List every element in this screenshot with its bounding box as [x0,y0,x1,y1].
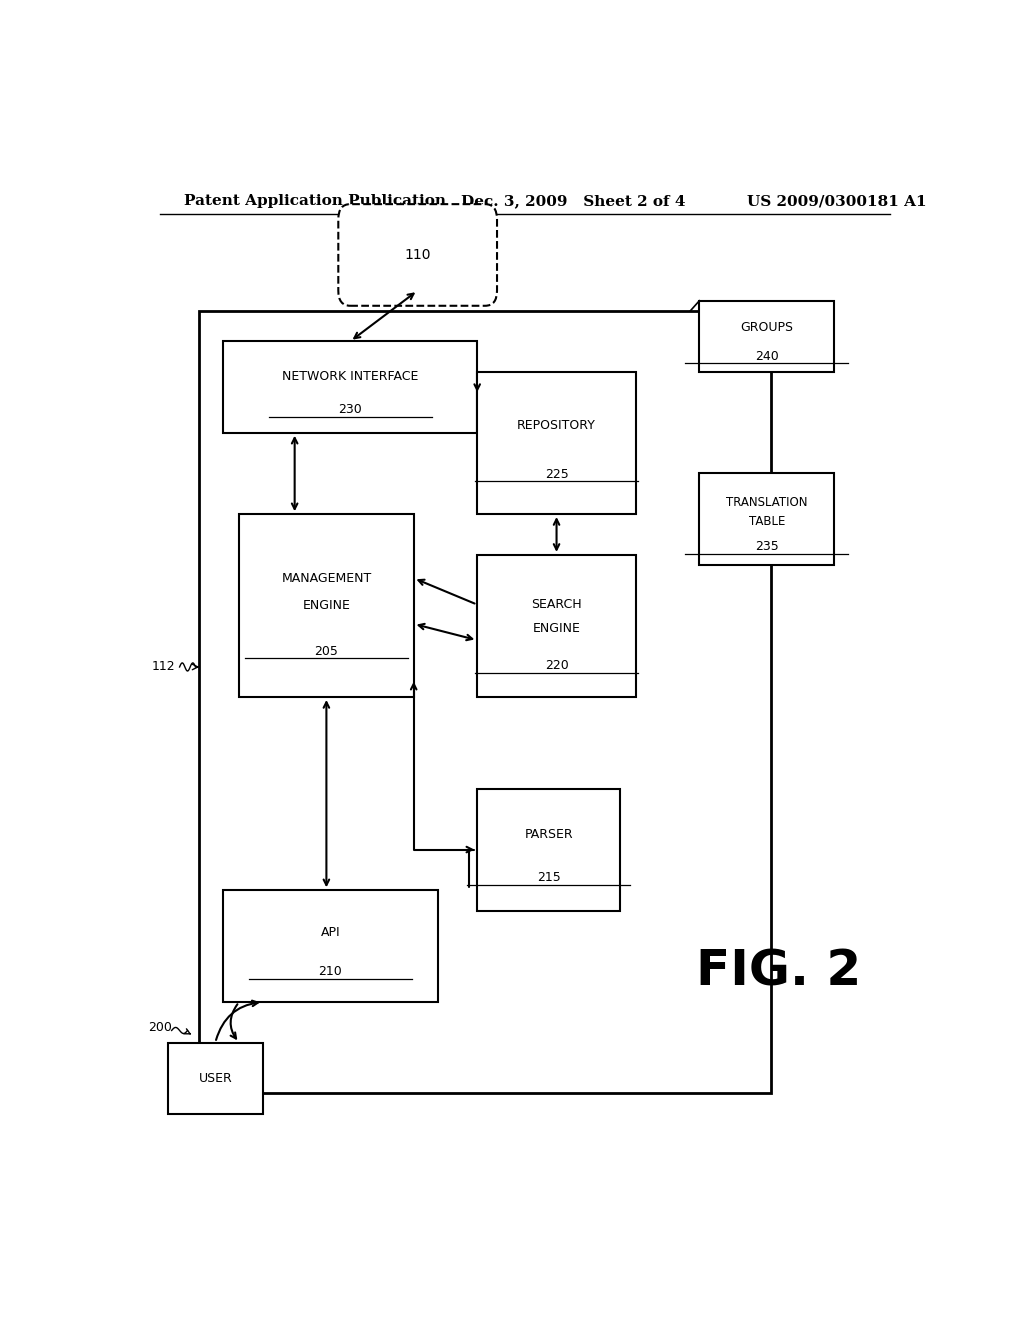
Text: MANAGEMENT: MANAGEMENT [282,572,372,585]
Text: FIG. 2: FIG. 2 [696,948,861,995]
Text: TRANSLATION: TRANSLATION [726,496,808,510]
Text: ENGINE: ENGINE [532,622,581,635]
Text: US 2009/0300181 A1: US 2009/0300181 A1 [748,194,927,209]
Text: 110: 110 [404,248,431,261]
Text: 240: 240 [755,350,778,363]
Text: 200: 200 [147,1020,172,1034]
FancyBboxPatch shape [477,788,620,911]
FancyBboxPatch shape [168,1043,263,1114]
Text: TABLE: TABLE [749,515,785,528]
Text: SEARCH: SEARCH [531,598,582,611]
Text: 210: 210 [318,965,342,978]
FancyBboxPatch shape [223,890,437,1002]
Text: 112: 112 [152,660,175,673]
Text: REPOSITORY: REPOSITORY [517,420,596,433]
Text: 235: 235 [755,540,778,553]
FancyBboxPatch shape [200,312,771,1093]
FancyBboxPatch shape [699,474,835,565]
Text: 215: 215 [537,871,560,884]
Text: NETWORK INTERFACE: NETWORK INTERFACE [282,370,419,383]
Text: 230: 230 [338,404,362,416]
FancyBboxPatch shape [699,301,835,372]
Text: Dec. 3, 2009   Sheet 2 of 4: Dec. 3, 2009 Sheet 2 of 4 [461,194,686,209]
Text: GROUPS: GROUPS [740,321,794,334]
Text: PARSER: PARSER [524,829,572,841]
Text: USER: USER [199,1072,232,1085]
FancyBboxPatch shape [223,342,477,433]
FancyBboxPatch shape [477,372,636,515]
Text: 205: 205 [314,645,338,657]
Text: Patent Application Publication: Patent Application Publication [183,194,445,209]
FancyBboxPatch shape [240,515,414,697]
Text: 225: 225 [545,467,568,480]
Text: ENGINE: ENGINE [302,599,350,612]
FancyBboxPatch shape [338,205,497,306]
Text: 220: 220 [545,659,568,672]
Text: API: API [321,927,340,940]
FancyBboxPatch shape [477,554,636,697]
